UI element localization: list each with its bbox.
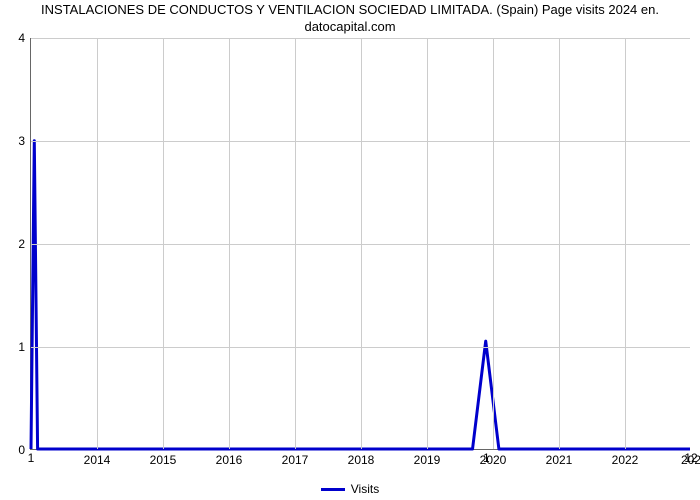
grid-line-v [163, 38, 164, 449]
grid-line-v [493, 38, 494, 449]
annotation-label: 12 [684, 451, 697, 465]
x-tick-label: 2015 [150, 449, 177, 467]
x-tick-label: 2014 [84, 449, 111, 467]
grid-line-v [427, 38, 428, 449]
plot-area: 0123420142015201620172018201920202021202… [30, 38, 690, 450]
x-tick-label: 2022 [612, 449, 639, 467]
annotation-label: 1 [483, 451, 490, 465]
legend: Visits [0, 482, 700, 496]
grid-line-v [625, 38, 626, 449]
annotation-label: 1 [28, 451, 35, 465]
x-tick-label: 2021 [546, 449, 573, 467]
y-tick-label: 1 [18, 340, 31, 354]
chart-title: INSTALACIONES DE CONDUCTOS Y VENTILACION… [0, 2, 700, 36]
y-tick-label: 4 [18, 31, 31, 45]
x-tick-label: 2018 [348, 449, 375, 467]
chart-title-line1: INSTALACIONES DE CONDUCTOS Y VENTILACION… [41, 2, 659, 17]
x-tick-label: 2017 [282, 449, 309, 467]
grid-line-v [361, 38, 362, 449]
x-tick-label: 2019 [414, 449, 441, 467]
legend-swatch [321, 488, 345, 491]
y-tick-label: 2 [18, 237, 31, 251]
y-tick-label: 3 [18, 134, 31, 148]
x-tick-label: 2016 [216, 449, 243, 467]
legend-label: Visits [351, 482, 379, 496]
chart-title-line2: datocapital.com [304, 19, 395, 34]
grid-line-v [229, 38, 230, 449]
grid-line-v [559, 38, 560, 449]
grid-line-v [97, 38, 98, 449]
grid-line-v [295, 38, 296, 449]
